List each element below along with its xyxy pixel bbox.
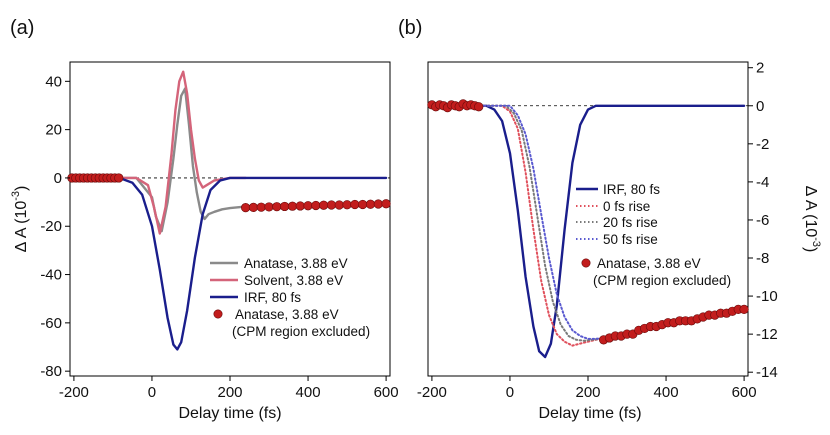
panel-a-series-3-point [303,201,313,211]
panel-b-series-4-point [474,102,484,112]
panel-a-series-3-point [342,200,352,210]
panel-b-series-2-line [430,104,609,342]
panel-a-legend-anatase: Anatase, 3.88 eV [244,256,348,271]
panel-a-series-3-point [350,199,360,210]
panel-b-ytick-label: -10 [756,288,778,305]
panel-a-series-3-point [114,173,124,183]
panel-b-series-1-line [430,104,605,347]
panel-a-series-3-point [272,202,282,212]
panel-a-series-3-point [295,201,305,211]
panel-a-series-3-point [280,201,290,212]
panel-a-ytick-label: -40 [40,267,62,284]
panel-a-legend: Anatase, 3.88 eV Solvent, 3.88 eV IRF, 8… [210,256,370,339]
panel-a-series-3-point [287,201,298,211]
panel-b-ylabel-main: Δ A (10 [802,186,819,238]
panel-a-series-3-point [311,200,321,211]
panel-a-series-2-line [72,176,388,351]
panel-a-series-3-point [248,202,259,213]
panel-a-ytick-label: 20 [45,122,62,139]
panel-b-legend-20fs: 20 fs rise [603,215,658,230]
panel-a-xtick-label: 600 [374,384,399,401]
panel-b-ylabel-close: ) [802,247,819,252]
panel-b-label: (b) [398,17,422,39]
panel-a-legend-markers-note: (CPM region excluded) [232,324,370,339]
panel-a-ytick-label: -20 [40,218,62,235]
panel-a-label: (a) [10,17,34,39]
panel-b-series-0-line [430,104,746,359]
panel-b-legend-markers: Anatase, 3.88 eV [597,256,701,271]
panel-a-series-3-point [241,203,251,213]
panel-a-ylabel-exp: -3 [10,191,22,201]
panel-a-legend-markers: Anatase, 3.88 eV [235,307,339,322]
panel-b-xtick-label: 600 [732,384,757,401]
panel-b-ytick-label: -8 [756,250,769,267]
panel-b-legend-irf: IRF, 80 fs [603,182,660,197]
panel-a-series-3-point [326,200,337,210]
panel-a-series-3-point [358,199,368,210]
panel-a-series-3-point [319,200,329,210]
panel-b-ytick-label: -4 [756,174,769,191]
panel-a-ytick-label: 40 [45,73,62,90]
panel-b-legend: IRF, 80 fs 0 fs rise 20 fs rise 50 fs ri… [576,182,731,288]
panel-a-xlabel: Delay time (fs) [178,405,281,422]
panel-b-xtick-label: 0 [506,384,514,401]
panel-b-legend-50fs: 50 fs rise [603,232,658,247]
panel-a-ytick-label: -60 [40,315,62,332]
panel-b-ytick-label: -6 [756,212,769,229]
panel-b-legend-0fs: 0 fs rise [603,199,650,214]
panel-b-ytick-label: 2 [756,60,764,77]
svg-text:Δ A (10-3): Δ A (10-3) [10,186,30,253]
panel-b-ytick-label: -14 [756,364,778,381]
panel-b-series-4-point [739,304,749,314]
panel-a-legend-solvent: Solvent, 3.88 eV [244,273,343,288]
panel-b-ytick-label: 0 [756,98,764,115]
panel-a-series-3-point [334,200,344,210]
panel-b-xtick-label: -200 [417,384,447,401]
panel-a-legend-irf: IRF, 80 fs [244,290,301,305]
panel-a-series-0-line [119,87,243,233]
panel-b-legend-markers-note: (CPM region excluded) [593,273,731,288]
panel-b-chart: -200 0 200 400 600 2 0 -2 -4 -6 -8 -10 -12 -14 Delay … [417,60,822,422]
panel-b-ytick-label: -2 [756,136,769,153]
panel-a-ytick-label: -80 [40,363,62,380]
panel-a-series-3-point [264,202,274,212]
panel-b-series-3-line [430,104,613,340]
panel-b-xtick-label: 200 [575,384,600,401]
panel-a-series-3-point [381,199,391,209]
panel-a-ylabel: Δ A (10-3) [10,186,30,253]
panel-a-series-1-line [119,70,247,235]
panel-b-xlabel: Delay time (fs) [538,405,641,422]
panel-a-ylabel-close: ) [13,186,30,191]
panel-b-ytick-label: -12 [756,326,778,343]
svg-text:Δ A (10-3): Δ A (10-3) [802,186,822,253]
panel-a-series-3-point [373,199,383,209]
panel-b-ylabel-exp: -3 [810,237,822,247]
panel-a-ytick-label: 0 [54,170,62,187]
panel-b-xtick-label: 400 [654,384,679,401]
panel-b-ylabel: Δ A (10-3) [802,186,822,253]
panel-a-series-3-point [256,202,266,212]
panel-a-series-3-point [365,199,376,209]
panel-a-xtick-label: -200 [59,384,89,401]
panel-a-xtick-label: 400 [296,384,321,401]
panel-a-xtick-label: 200 [217,384,242,401]
panel-a-ylabel-main: Δ A (10 [13,201,30,253]
panel-a-xtick-label: 0 [148,384,156,401]
